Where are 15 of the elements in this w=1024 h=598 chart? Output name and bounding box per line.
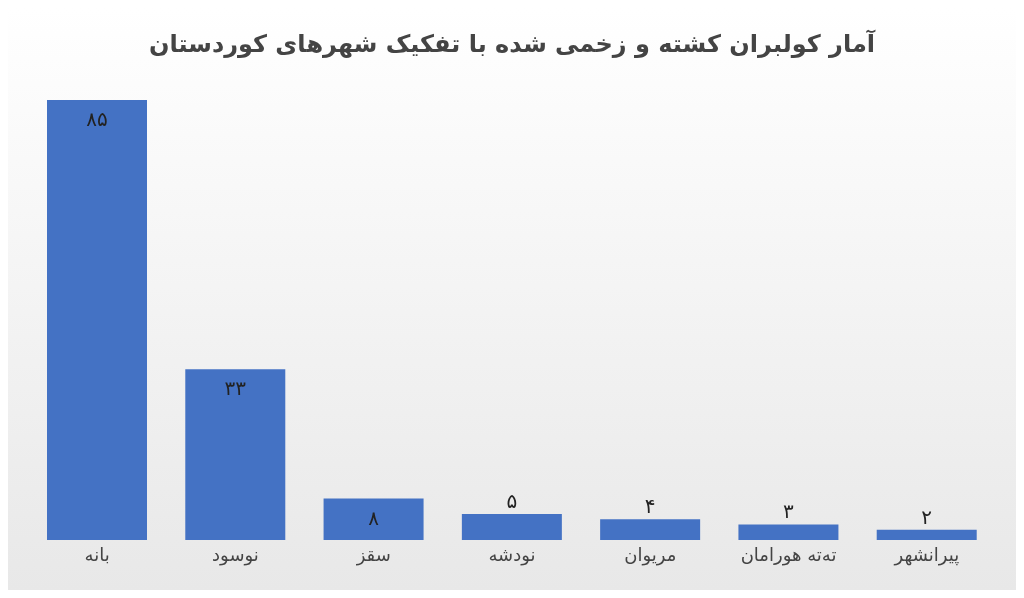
data-label: ۳: [783, 499, 795, 524]
data-label: ۵: [506, 489, 518, 514]
x-tick-label: مریوان: [624, 543, 677, 566]
x-tick-label: نوسود: [212, 543, 259, 566]
x-tick-label: نودشه: [488, 543, 536, 566]
data-label: ۲: [921, 504, 933, 529]
x-tick-label: تەتە هورامان: [740, 543, 837, 566]
data-label: ۳۳: [224, 376, 247, 401]
data-label: ۴: [644, 494, 656, 519]
chart-title: آمار کولبران کشته و زخمی شده با تفکیک شهرهای کوردستان: [148, 28, 877, 60]
x-tick-label: پیرانشهر: [893, 543, 960, 566]
data-label: ۸۵: [86, 107, 108, 131]
data-label: ۸: [368, 505, 380, 530]
x-tick-label: سقز: [355, 543, 391, 566]
x-tick-label: بانه: [84, 543, 110, 565]
